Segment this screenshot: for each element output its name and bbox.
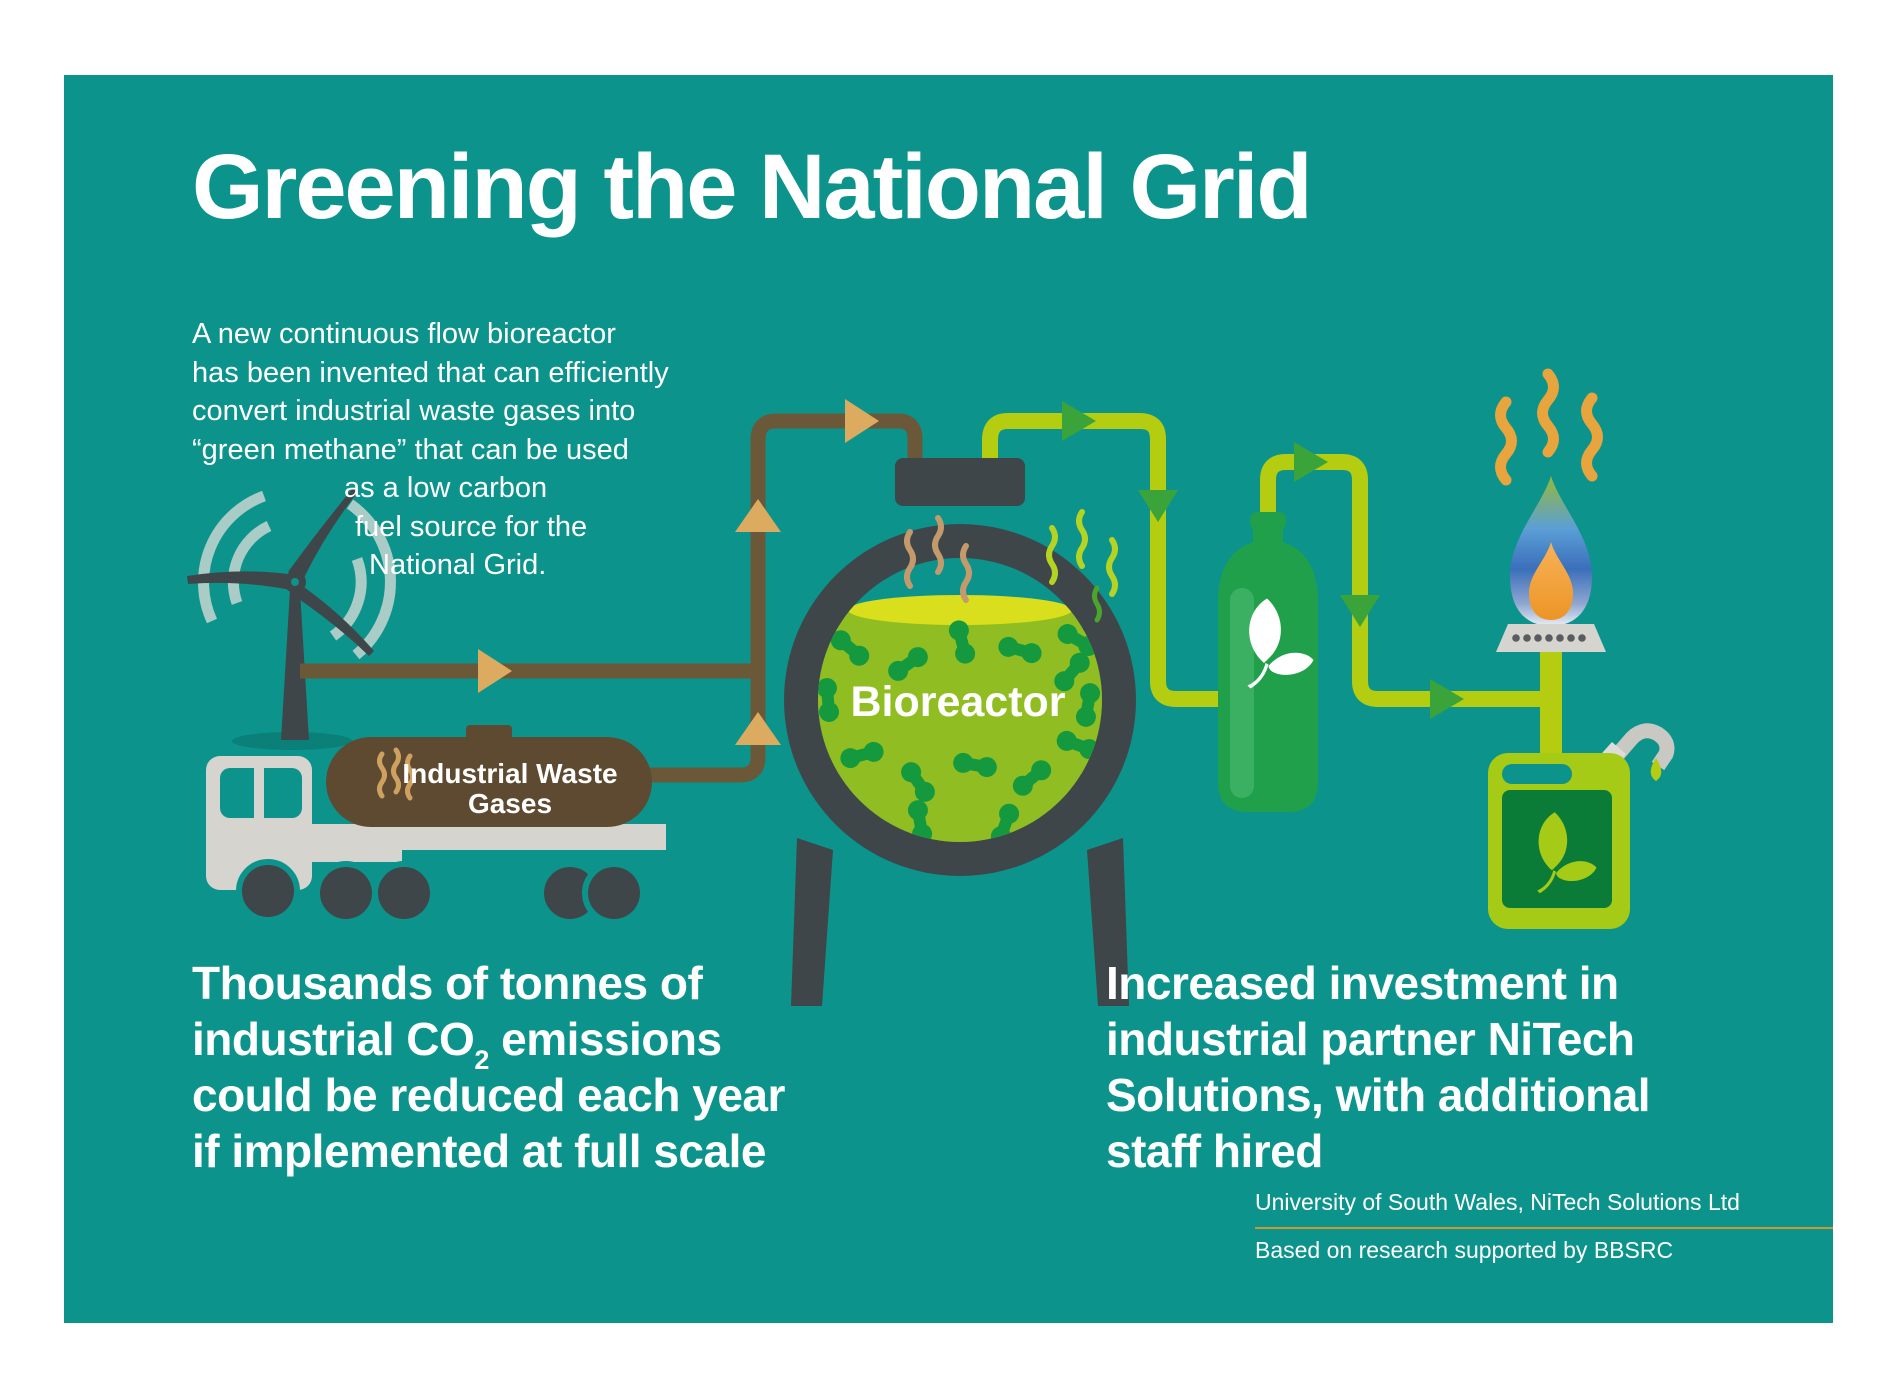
infographic-panel: Industrial Waste Gases [64,75,1833,1323]
process-diagram: Industrial Waste Gases [187,368,1675,1006]
burner-holes [1512,634,1586,642]
intro-line: has been invented that can efficiently [192,356,669,389]
can-handle-hole [1502,764,1572,784]
burner-flame-icon [1495,368,1606,652]
intro-line: fuel source for the [355,510,588,543]
cylinder-highlight [1230,588,1254,798]
turbine-mast [281,590,309,740]
flame-inner [1529,542,1573,620]
wind-turbine-icon [187,488,396,750]
stat-line-text: emissions [488,1013,722,1065]
credit-divider [1255,1227,1833,1229]
truck-wheels [236,859,646,925]
intro-line: “green methane” that can be used [192,433,629,466]
stat-line: if implemented at full scale [192,1125,766,1177]
stat-investment: Increased investment in industrial partn… [1106,955,1651,1179]
intro-paragraph: A new continuous flow bioreactor has bee… [192,315,669,585]
tank-label-line2: Gases [468,788,552,819]
spout [1600,723,1675,773]
fuel-drop [1650,758,1662,781]
vessel-cap [895,458,1025,506]
waste-gas-pipe [300,413,923,783]
co2-subscript: 2 [474,1045,489,1076]
stat-line: Thousands of tonnes of [192,957,703,1009]
stat-line: staff hired [1106,1125,1323,1177]
flow-arrows-brown [478,399,879,745]
bioreactor-label: Bioreactor [850,678,1065,726]
vapour-squiggles [904,509,1118,623]
stat-line-text: industrial CO [192,1013,475,1065]
stat-line: industrial partner NiTech [1106,1013,1635,1065]
stat-line: industrial CO2 emissions [192,1011,785,1074]
turbine-shadow [232,732,352,750]
methane-pipe [982,413,1562,756]
flow-arrows-green [1062,401,1464,719]
stat-co2-reduction: Thousands of tonnes of industrial CO2 em… [192,955,785,1179]
intro-line: as a low carbon [344,472,548,504]
waste-gas-tank-icon: Industrial Waste Gases [326,725,652,827]
stat-line: Increased investment in [1106,957,1619,1009]
credit-institutions: University of South Wales, NiTech Soluti… [1255,1189,1740,1215]
intro-line: National Grid. [369,549,547,581]
page-title: Greening the National Grid [192,136,1313,238]
vessel-liquid [818,595,1102,842]
intro-line: convert industrial waste gases into [192,395,636,427]
stat-line: could be reduced each year [192,1069,785,1121]
trailer-deck [306,824,666,850]
tank-label-line1: Industrial Waste [402,758,617,789]
intro-line: A new continuous flow bioreactor [192,318,616,350]
credit-funder: Based on research supported by BBSRC [1255,1237,1674,1263]
gas-squiggles [377,747,415,801]
truck-icon [206,756,666,925]
gas-cylinder-icon [1218,512,1318,812]
stat-line: Solutions, with additional [1106,1069,1651,1121]
bioreactor-icon: Bioreactor [784,458,1136,1006]
fuel-can-icon [1488,723,1675,929]
heat-squiggles [1495,368,1603,486]
